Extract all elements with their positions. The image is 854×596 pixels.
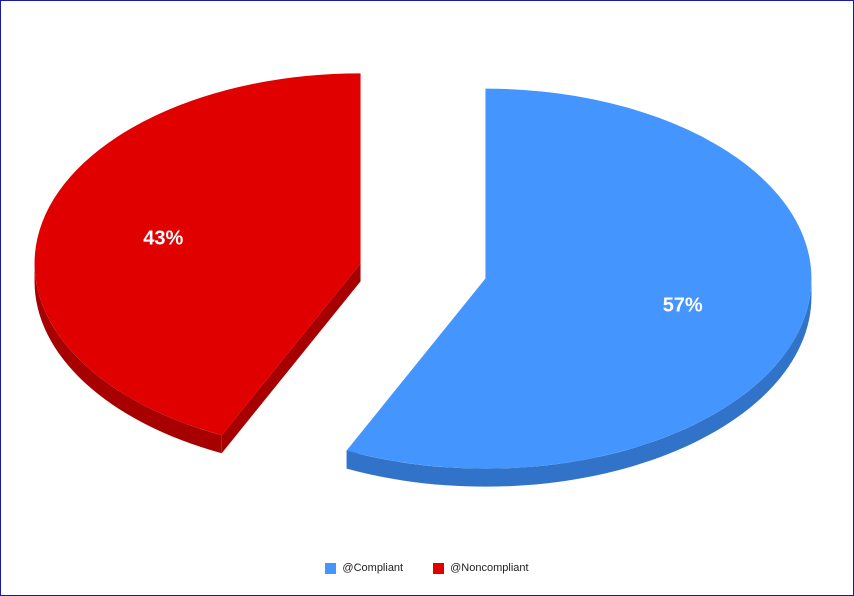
slice-layer xyxy=(34,73,812,487)
legend-item-noncompliant[interactable]: @Noncompliant xyxy=(433,562,529,574)
legend-item-compliant[interactable]: @Compliant xyxy=(325,562,403,574)
slice-noncompliant[interactable] xyxy=(34,73,361,454)
slice-side-compliant xyxy=(346,278,812,487)
slice-cut-noncompliant xyxy=(221,263,361,454)
legend: @Compliant @Noncompliant xyxy=(1,562,853,574)
legend-label-compliant: @Compliant xyxy=(342,562,404,574)
slice-compliant[interactable] xyxy=(346,88,812,487)
slice-side-noncompliant xyxy=(34,263,222,454)
legend-swatch-noncompliant xyxy=(433,562,445,574)
slice-label-noncompliant: 43% xyxy=(143,228,183,250)
legend-label-noncompliant: @Noncompliant xyxy=(450,562,529,574)
label-layer: 57% 43% xyxy=(143,228,703,317)
legend-swatch-compliant xyxy=(325,562,337,574)
slice-top-noncompliant xyxy=(34,73,361,436)
slice-top-compliant xyxy=(346,88,812,469)
slice-label-compliant: 57% xyxy=(663,294,703,316)
